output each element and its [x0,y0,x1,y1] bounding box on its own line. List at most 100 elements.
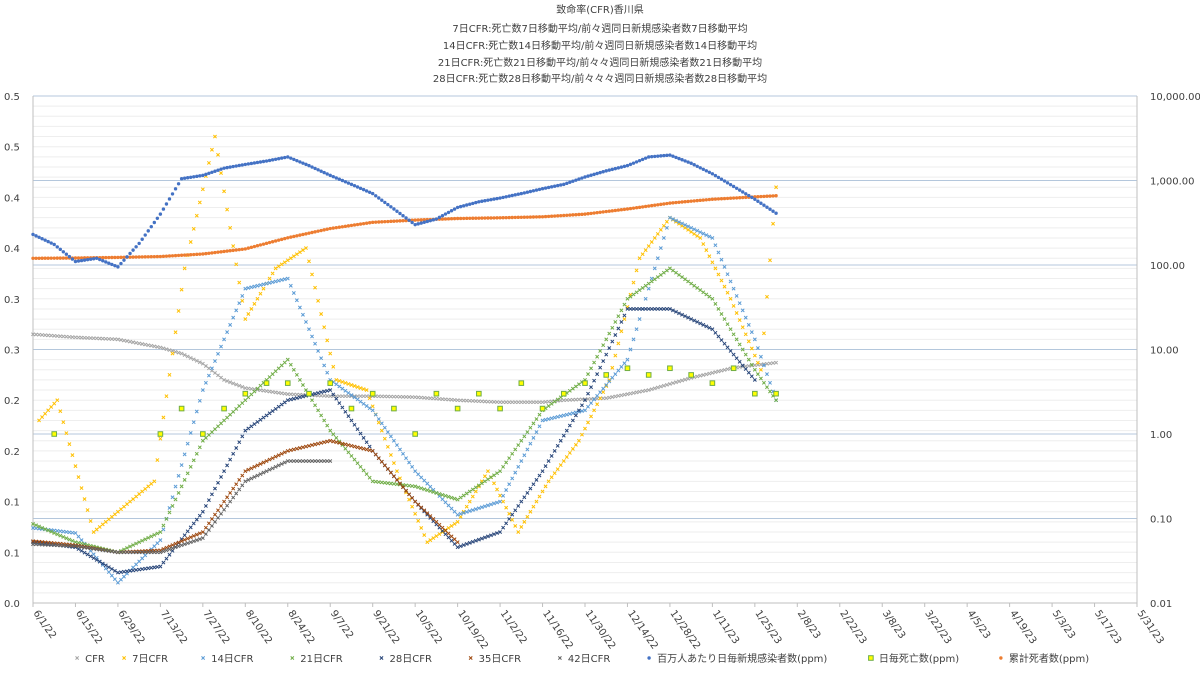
data-point [119,578,122,581]
data-point [238,384,241,387]
data-point [450,535,453,538]
data-point [435,534,438,537]
data-point [313,404,316,407]
data-point [219,250,222,253]
data-point [329,227,332,230]
data-point [329,395,332,398]
data-point [125,503,128,506]
right-tick-label: 100.00 [1150,261,1185,272]
legend-item: 累計死者数(ppm) [999,652,1089,665]
legend-item: 14日CFR [201,654,253,665]
legend-marker [201,656,204,659]
data-point [325,172,328,175]
data-point [62,421,65,424]
data-point [259,384,262,387]
data-point [304,232,307,235]
data-point [771,361,774,364]
data-point [380,198,383,201]
data-point [762,381,765,384]
data-point [517,216,520,219]
data-point [226,331,229,334]
data-point [274,391,277,394]
data-point [532,505,535,508]
legend-item: 35日CFR [469,654,521,665]
data-point [353,423,356,426]
data-point [699,231,702,234]
data-point [641,253,644,256]
data-point [198,201,201,204]
data-point [46,257,49,260]
x-tick-label: 5/3/23 [1050,608,1077,641]
data-point [198,174,201,177]
data-point [690,282,693,285]
data-point [574,178,577,181]
data-point [508,483,511,486]
data-point [702,232,705,235]
data-point [140,255,143,258]
data-point [128,569,131,572]
data-point [204,532,207,535]
data-point [759,363,762,366]
data-point [128,545,131,548]
data-point [50,405,53,408]
data-point [386,203,389,206]
data-point [477,507,480,510]
data-point [459,545,462,548]
data-point [711,261,714,264]
data-point [171,496,174,499]
legend-label: 35日CFR [479,654,521,665]
data-point [535,188,538,191]
x-tick-label: 2/22/23 [837,608,868,646]
data-point [459,496,462,499]
data-point [529,190,532,193]
data-point [601,210,604,213]
data-point [80,259,83,262]
data-point [547,404,550,407]
data-point [401,219,404,222]
data-point [677,273,680,276]
data-point [686,200,689,203]
data-point [49,241,52,244]
data-point [198,514,201,517]
data-point [447,526,450,529]
data-point [417,486,420,489]
data-point [238,164,241,167]
data-point [502,526,505,529]
data-point [705,293,708,296]
data-point [514,193,517,196]
data-point [332,226,335,229]
data-point [131,543,134,546]
data-point [738,360,741,363]
data-point [280,462,283,465]
data-point [465,217,468,220]
data-point [398,219,401,222]
data-point [362,436,365,439]
data-point [762,332,765,335]
data-point [538,474,541,477]
data-point [362,447,365,450]
data-point [438,216,441,219]
data-point [556,184,559,187]
data-point [561,391,566,396]
data-point [286,155,289,158]
data-point [595,211,598,214]
data-point [359,386,362,389]
data-point [271,281,274,284]
data-point [647,155,650,158]
data-point [171,352,174,355]
data-point [186,442,189,445]
data-point [714,174,717,177]
data-point [435,217,438,220]
data-point [677,201,680,204]
data-point [544,186,547,189]
data-point [256,161,259,164]
data-point [589,386,592,389]
legend-label: 28日CFR [389,654,431,665]
data-point [741,326,744,329]
data-point [611,376,614,379]
data-point [638,206,641,209]
data-point [438,523,441,526]
data-point [723,285,726,288]
data-point [325,228,328,231]
x-tick-label: 5/17/23 [1092,608,1123,646]
